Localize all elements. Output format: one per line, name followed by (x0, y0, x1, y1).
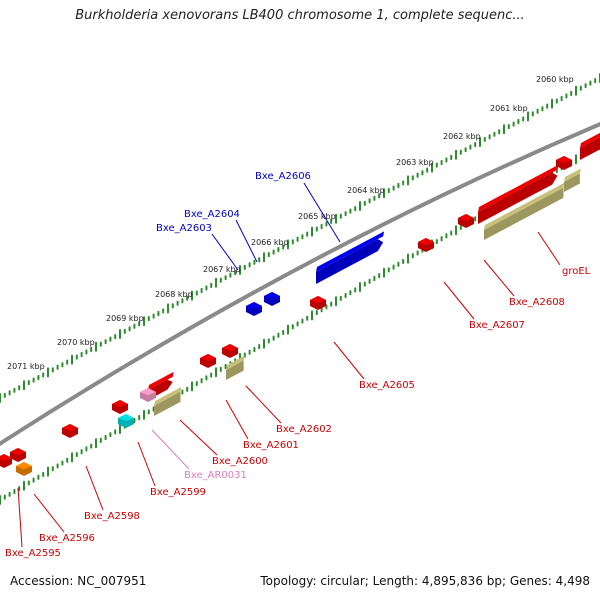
label-leader-line (537, 231, 561, 266)
label-leader-line (235, 219, 258, 263)
label-leader-line (179, 419, 218, 456)
gene-label[interactable]: Bxe_A2602 (276, 424, 332, 435)
gene-bxe-a2604[interactable] (264, 292, 280, 306)
gene-cyan[interactable] (118, 414, 134, 428)
gene-khaki-2600[interactable] (154, 386, 182, 416)
gene-label[interactable]: Bxe_A2600 (212, 456, 268, 467)
ruler-label: 2062 kbp (443, 132, 481, 141)
label-leader-line (211, 233, 239, 271)
gene-label[interactable]: Bxe_A2605 (359, 380, 415, 391)
label-leader-line (33, 493, 65, 533)
gene-bxe-a2601[interactable] (200, 354, 216, 368)
gene-label[interactable]: Bxe_A2601 (243, 440, 299, 451)
gene-label[interactable]: Bxe_AR0031 (184, 470, 247, 481)
ruler-label: 2065 kbp (298, 212, 336, 221)
gene-bxe-a2598[interactable] (62, 424, 78, 438)
gene-bxe-a2602[interactable] (222, 344, 238, 358)
gene-bxe-a2596[interactable] (10, 448, 26, 462)
label-leader-line (137, 441, 156, 487)
gene-red-small-2[interactable] (458, 214, 474, 228)
label-leader-line (225, 399, 249, 440)
gene-bxe-a2605[interactable] (310, 296, 326, 310)
gene-label[interactable]: groEL (562, 266, 591, 277)
label-leader-line (245, 385, 282, 424)
gene-label[interactable]: Bxe_A2599 (150, 487, 206, 498)
label-leader-line (303, 182, 341, 243)
ruler-labels: 2060 kbp 2061 kbp 2062 kbp 2063 kbp 2064 kbp… (7, 75, 574, 371)
gene-bxe-a2599[interactable] (112, 400, 128, 414)
label-leader-lines (17, 182, 561, 548)
gene-label[interactable]: Bxe_A2596 (39, 533, 95, 544)
outer-ruler (0, 73, 600, 403)
gene-red-small-1[interactable] (556, 156, 572, 170)
gene-features[interactable] (0, 129, 600, 476)
gene-label[interactable]: Bxe_A2608 (509, 297, 565, 308)
gene-bxe-a2608-pseudo[interactable] (484, 182, 565, 240)
ruler-label: 2071 kbp (7, 362, 45, 371)
gene-label[interactable]: Bxe_A2598 (84, 511, 140, 522)
gene-label[interactable]: Bxe_A2595 (5, 548, 61, 559)
label-leader-line (85, 465, 104, 511)
gene-bxe-a2607[interactable] (418, 238, 434, 252)
label-leader-line (333, 341, 365, 380)
gene-bxe-a2595[interactable] (0, 454, 12, 468)
gene-bxe-ar0031[interactable] (140, 388, 156, 402)
ruler-label: 2064 kbp (347, 186, 385, 195)
gene-label[interactable]: Bxe_A2606 (255, 171, 311, 182)
ruler-label: 2066 kbp (251, 238, 289, 247)
label-leader-line (17, 487, 23, 548)
label-leader-line (443, 281, 475, 320)
ruler-label: 2060 kbp (536, 75, 574, 84)
ruler-label: 2061 kbp (490, 104, 528, 113)
ruler-label: 2068 kbp (155, 290, 193, 299)
label-leader-line (483, 259, 515, 297)
gene-bxe-a2606[interactable] (316, 231, 385, 284)
gene-groel[interactable] (580, 129, 600, 160)
gene-labels: Bxe_A2606 Bxe_A2604 Bxe_A2603 groEL Bxe_A260… (5, 171, 591, 559)
ruler-label: 2069 kbp (106, 314, 144, 323)
gene-bxe-a2603[interactable] (246, 302, 262, 316)
gene-bxe-a2608[interactable] (478, 164, 559, 224)
gene-label[interactable]: Bxe_A2607 (469, 320, 525, 331)
gene-label[interactable]: Bxe_A2603 (156, 223, 212, 234)
ruler-label: 2070 kbp (57, 338, 95, 347)
topology-text: Topology: circular; Length: 4,895,836 bp… (260, 574, 590, 588)
label-leader-line (151, 429, 190, 470)
gene-label[interactable]: Bxe_A2604 (184, 209, 240, 220)
ruler-label: 2063 kbp (396, 158, 434, 167)
gene-groel-pseudo[interactable] (564, 168, 581, 192)
gene-khaki-small[interactable] (226, 355, 245, 380)
chromosome-backbone (0, 122, 600, 446)
gene-orange[interactable] (16, 462, 32, 476)
accession-text: Accession: NC_007951 (10, 574, 147, 588)
ruler-label: 2067 kbp (203, 265, 241, 274)
map-title: Burkholderia xenovorans LB400 chromosome… (75, 8, 525, 23)
